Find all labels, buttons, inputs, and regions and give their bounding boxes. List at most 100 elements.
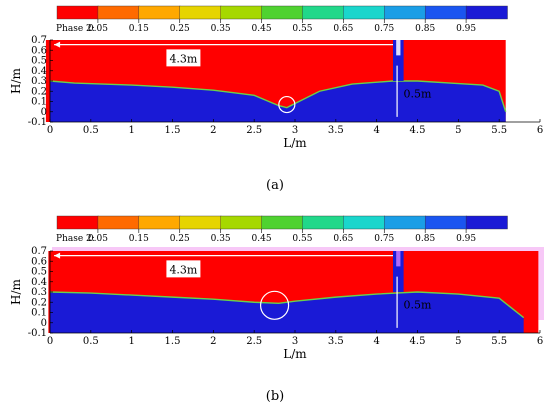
legend-swatch bbox=[465, 5, 508, 20]
legend-swatch bbox=[343, 215, 385, 230]
legend-swatch bbox=[97, 215, 140, 230]
y-tick-label: 0.1 bbox=[31, 97, 47, 108]
legend-tick-label: 0.95 bbox=[456, 234, 476, 244]
jet-column bbox=[393, 40, 404, 81]
x-tick-label: 4 bbox=[373, 125, 379, 136]
label-4.3m: 4.3m bbox=[169, 52, 197, 65]
x-tick-label: 1.5 bbox=[165, 125, 181, 136]
legend-tick-label: 0.05 bbox=[88, 24, 108, 34]
x-tick-label: 1 bbox=[128, 125, 134, 136]
legend-tick-label: 0.25 bbox=[170, 24, 190, 34]
legend-tick-label: 0.15 bbox=[129, 234, 149, 244]
x-tick-label: 0 bbox=[47, 336, 53, 347]
axes: 0 0.5 1 1.5 2 2.5 3 3.5 4 4.5 5 5.5 6-0.100.10.20.30… bbox=[9, 35, 543, 150]
x-tick-label: 2 bbox=[210, 336, 216, 347]
legend-swatch bbox=[56, 5, 99, 20]
x-tick-label: 5 bbox=[455, 336, 461, 347]
legend-tick-label: 0.35 bbox=[211, 24, 231, 34]
x-tick-label: 3.5 bbox=[328, 336, 344, 347]
colorbar-legend-b: Phase 2: 0.05 0.15 0.25 0.35 0.45 0.55 0.65 0.7… bbox=[56, 215, 508, 244]
legend-tick-label: 0.85 bbox=[415, 24, 435, 34]
y-tick-label: 0.1 bbox=[31, 308, 47, 319]
y-tick-label: 0.7 bbox=[31, 35, 47, 46]
legend-tick-label: 0.65 bbox=[333, 234, 353, 244]
legend-tick-label: 0.15 bbox=[129, 24, 149, 34]
legend-tick-label: 0.55 bbox=[292, 24, 312, 34]
legend-tick-label: 0.85 bbox=[415, 234, 435, 244]
x-tick-label: 6 bbox=[537, 336, 543, 347]
x-tick-label: 3 bbox=[292, 125, 298, 136]
dimension-arrowhead bbox=[54, 252, 61, 259]
x-tick-label: 3.5 bbox=[328, 125, 344, 136]
legend-swatch bbox=[302, 5, 345, 20]
legend-swatch bbox=[424, 5, 467, 20]
x-tick-label: 2 bbox=[210, 125, 216, 136]
label-0.5m: 0.5m bbox=[404, 298, 432, 311]
highlight-circle bbox=[259, 290, 290, 320]
x-tick-label: 2.5 bbox=[246, 125, 262, 136]
highlight-circle bbox=[278, 95, 296, 114]
legend-swatch bbox=[302, 215, 345, 230]
y-tick-label: 0.5 bbox=[31, 267, 47, 278]
y-tick-label: 0.7 bbox=[31, 246, 47, 257]
y-tick-label: 0.3 bbox=[31, 76, 47, 87]
legend-swatch bbox=[424, 215, 467, 230]
label-box-4.3m bbox=[166, 49, 201, 67]
x-tick-label: 0 bbox=[47, 125, 53, 136]
label-0.5m: 0.5m bbox=[404, 87, 432, 100]
legend-swatch bbox=[97, 5, 140, 20]
legend-swatch bbox=[220, 215, 263, 230]
y-tick-label: 0.3 bbox=[31, 287, 47, 298]
dimension-arrowhead bbox=[54, 41, 61, 48]
legend-swatch bbox=[261, 215, 304, 230]
x-tick-label: 0.5 bbox=[83, 125, 99, 136]
y-tick-label: 0.4 bbox=[31, 277, 47, 288]
x-tick-label: 0.5 bbox=[83, 336, 99, 347]
x-tick-label: 2.5 bbox=[246, 336, 262, 347]
y-tick-label: -0.1 bbox=[28, 117, 47, 128]
legend-tick-label: 0.55 bbox=[292, 234, 312, 244]
legend-tick-label: 0.45 bbox=[252, 24, 272, 34]
axes: 0 0.5 1 1.5 2 2.5 3 3.5 4 4.5 5 5.5 6-0.100.10.20.30… bbox=[9, 246, 543, 361]
jet-column bbox=[393, 251, 404, 292]
x-tick-label: 5 bbox=[455, 125, 461, 136]
y-tick-label: 0.6 bbox=[31, 45, 47, 56]
y-tick-label: 0.6 bbox=[31, 256, 47, 267]
jet-core bbox=[396, 251, 401, 267]
legend-tick-label: 0.95 bbox=[456, 24, 476, 34]
y-tick-label: 0.4 bbox=[31, 66, 47, 77]
legend-swatch bbox=[138, 5, 181, 20]
x-tick-label: 1.5 bbox=[165, 336, 181, 347]
x-tick-label: 6 bbox=[537, 125, 543, 136]
x-axis-label: L/m bbox=[283, 347, 307, 361]
caption-a: (a) bbox=[266, 178, 284, 193]
y-tick-label: 0.2 bbox=[31, 86, 47, 97]
water-region bbox=[50, 81, 506, 122]
legend-tick-label: 0.25 bbox=[170, 234, 190, 244]
panel-b: 4.3m0.5m 0 0.5 1 1.5 2 2.5 3 3.5 4 4.5 5 5.5 6-0.100… bbox=[9, 246, 544, 361]
y-tick-label: 0 bbox=[41, 318, 47, 329]
legend-title: Phase 2: bbox=[56, 234, 95, 244]
panel-a: 4.3m0.5m 0 0.5 1 1.5 2 2.5 3 3.5 4 4.5 5 5.5 6-0.100… bbox=[9, 35, 543, 150]
legend-tick-label: 0.75 bbox=[374, 24, 394, 34]
legend-swatch bbox=[179, 215, 222, 230]
legend-swatch bbox=[465, 215, 508, 230]
label-bg-0.5m bbox=[405, 296, 442, 313]
legend-swatch bbox=[179, 5, 222, 20]
x-tick-label: 5.5 bbox=[491, 125, 507, 136]
x-tick-label: 1 bbox=[128, 336, 134, 347]
legend-tick-label: 0.45 bbox=[252, 234, 272, 244]
legend-swatch bbox=[220, 5, 263, 20]
legend-tick-label: 0.75 bbox=[374, 234, 394, 244]
legend-swatch bbox=[138, 215, 181, 230]
label-bg-0.5m bbox=[405, 85, 442, 102]
legend-tick-label: 0.35 bbox=[211, 234, 231, 244]
y-tick-label: 0 bbox=[41, 107, 47, 118]
y-axis-label: H/m bbox=[9, 278, 23, 305]
legend-title: Phase 2: bbox=[56, 24, 95, 34]
inlet-jet bbox=[393, 251, 404, 292]
legend-swatch bbox=[56, 215, 99, 230]
legend-swatch bbox=[261, 5, 304, 20]
caption-b: (b) bbox=[266, 389, 284, 404]
